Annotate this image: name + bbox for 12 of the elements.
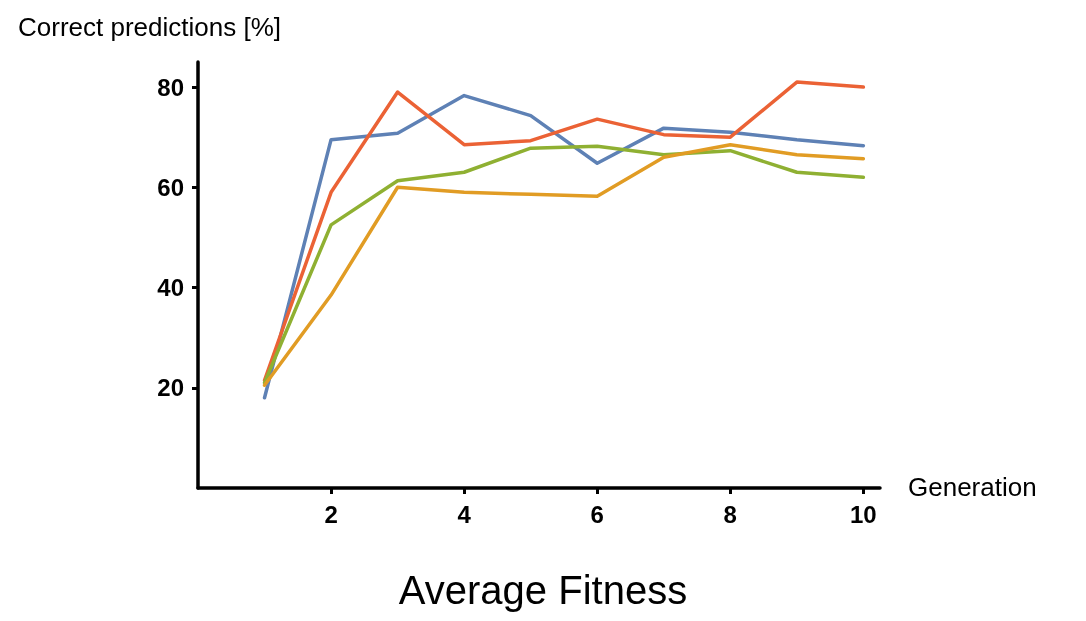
x-tick-label: 10 (850, 500, 877, 528)
x-tick-label: 6 (590, 500, 604, 528)
y-tick-label: 80 (157, 73, 184, 101)
x-tick-label: 4 (457, 500, 472, 528)
y-tick-label: 20 (157, 374, 184, 402)
text: Average Fitness (398, 568, 688, 612)
x-axis-title: Generation (908, 472, 1037, 502)
x-tick-label: 2 (324, 500, 338, 528)
x-tick-label: 8 (723, 500, 737, 528)
y-axis-title: Correct predictions [%] (18, 12, 281, 42)
y-tick-label: 60 (157, 173, 184, 201)
y-tick-label: 40 (157, 274, 184, 302)
